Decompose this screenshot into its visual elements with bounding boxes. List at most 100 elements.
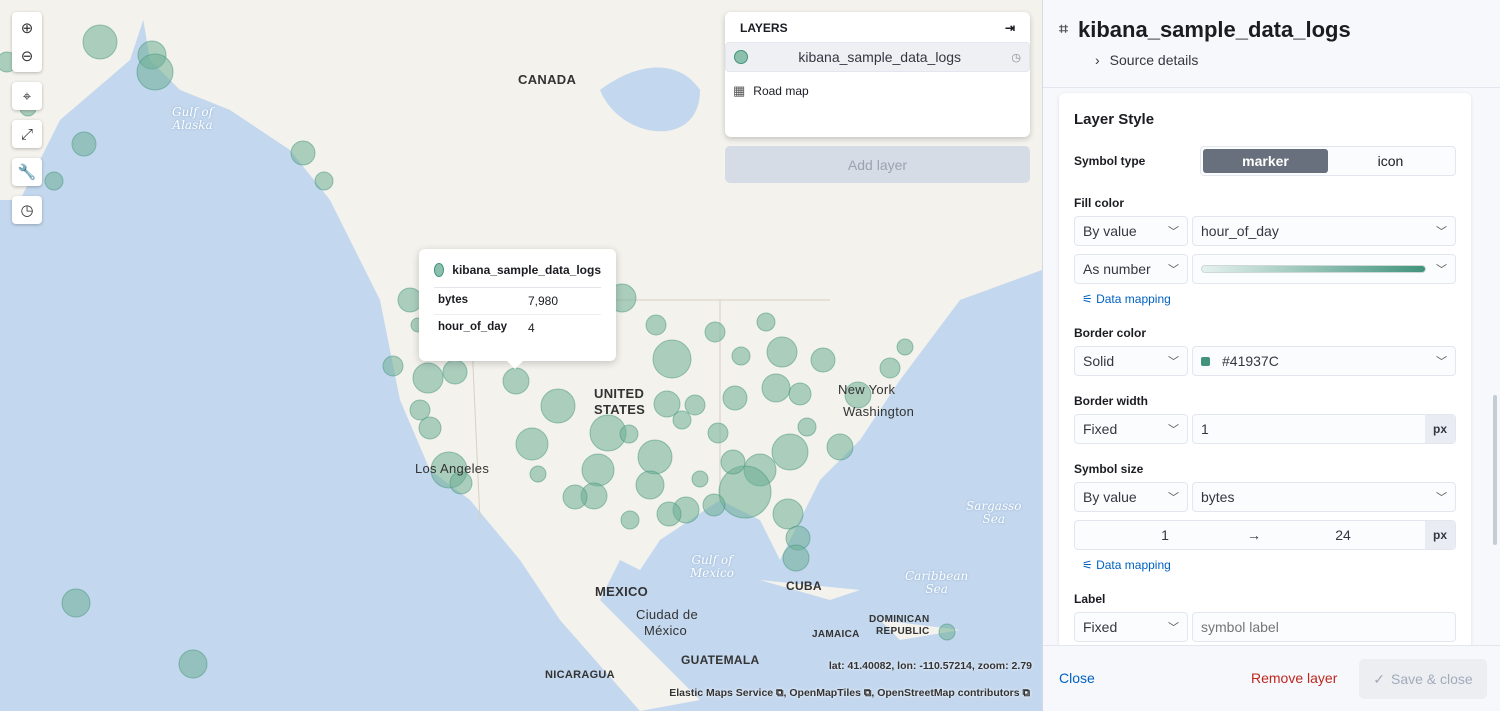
- expand-icon: ⤢: [20, 125, 33, 143]
- map-point[interactable]: [718, 465, 772, 519]
- save-close-button[interactable]: ✓ Save & close: [1359, 659, 1487, 699]
- map-point[interactable]: [879, 357, 901, 379]
- map-point[interactable]: [722, 385, 748, 411]
- select-value: Fixed: [1083, 619, 1118, 635]
- color-ramp-select[interactable]: ﹀: [1192, 254, 1456, 284]
- map-point[interactable]: [71, 131, 97, 157]
- map-point[interactable]: [826, 433, 854, 461]
- layer-item-logs[interactable]: kibana_sample_data_logs ◷: [725, 42, 1030, 72]
- layer-control: LAYERS ⇥ kibana_sample_data_logs ◷ ▦ Road…: [725, 12, 1030, 137]
- map-point[interactable]: [672, 410, 692, 430]
- map-point[interactable]: [761, 373, 791, 403]
- map-point[interactable]: [418, 416, 442, 440]
- symbol-label-input[interactable]: [1192, 612, 1456, 642]
- map-point[interactable]: [645, 314, 667, 336]
- border-width-mode-select[interactable]: Fixed ﹀: [1074, 414, 1188, 444]
- size-min-input[interactable]: 1: [1161, 527, 1169, 543]
- fill-color-mode-select[interactable]: By value ﹀: [1074, 216, 1188, 246]
- map-point[interactable]: [637, 439, 673, 475]
- map-point[interactable]: [442, 359, 468, 385]
- map-point[interactable]: [656, 501, 682, 527]
- border-color-picker[interactable]: #41937C ﹀: [1192, 346, 1456, 376]
- map-point[interactable]: [766, 336, 798, 368]
- label-new-york: New York: [838, 382, 896, 397]
- tools-button[interactable]: 🔧: [12, 158, 42, 186]
- map-point[interactable]: [61, 588, 91, 618]
- map-point[interactable]: [635, 470, 665, 500]
- map-point[interactable]: [136, 53, 174, 91]
- label-mexico: MEXICO: [595, 584, 649, 599]
- map-point[interactable]: [810, 347, 836, 373]
- border-width-input[interactable]: 1 px: [1192, 414, 1456, 444]
- zoom-out-icon[interactable]: ⊖: [20, 48, 34, 65]
- map-canvas[interactable]: ⊕ ⊖ ⌖ ⤢ 🔧 ◷ CANADA UNITED STATES MEXICO C…: [0, 0, 1042, 711]
- map-point[interactable]: [581, 453, 615, 487]
- label-mode-select[interactable]: Fixed ﹀: [1074, 612, 1188, 642]
- label-dominican-2: REPUBLIC: [876, 626, 930, 637]
- map-point[interactable]: [702, 493, 726, 517]
- select-value: By value: [1083, 489, 1137, 505]
- layer-item-road-map[interactable]: ▦ Road map: [725, 72, 1030, 110]
- map-point[interactable]: [756, 312, 776, 332]
- map-point[interactable]: [529, 465, 547, 483]
- map-point[interactable]: [290, 140, 316, 166]
- osm-link[interactable]: OpenStreetMap contributors: [877, 687, 1020, 699]
- omt-link[interactable]: OpenMapTiles: [789, 687, 861, 699]
- map-point[interactable]: [540, 388, 576, 424]
- timeslider-button[interactable]: ◷: [12, 196, 42, 224]
- map-point[interactable]: [620, 510, 640, 530]
- panel-title: kibana_sample_data_logs: [1078, 17, 1351, 42]
- size-max-input[interactable]: 24: [1335, 527, 1351, 543]
- fill-color-type-select[interactable]: As number ﹀: [1074, 254, 1188, 284]
- size-data-mapping-link[interactable]: ⚟ Data mapping: [1082, 558, 1171, 572]
- add-layer-button[interactable]: Add layer: [725, 146, 1030, 183]
- map-point[interactable]: [652, 339, 692, 379]
- fullscreen-button[interactable]: ⤢: [12, 120, 42, 148]
- map-point[interactable]: [896, 338, 914, 356]
- map-point[interactable]: [771, 433, 809, 471]
- map-point[interactable]: [449, 471, 473, 495]
- close-button[interactable]: Close: [1059, 670, 1095, 686]
- ems-link[interactable]: Elastic Maps Service: [669, 687, 774, 699]
- map-point[interactable]: [731, 346, 751, 366]
- remove-layer-button[interactable]: Remove layer: [1251, 670, 1338, 686]
- map-point[interactable]: [704, 321, 726, 343]
- tooltip-layer-name: kibana_sample_data_logs: [452, 263, 601, 277]
- map-point[interactable]: [562, 484, 588, 510]
- select-value: bytes: [1201, 489, 1235, 505]
- map-point[interactable]: [515, 427, 549, 461]
- panel-scrollbar[interactable]: [1493, 395, 1497, 545]
- map-point[interactable]: [707, 422, 729, 444]
- map-point[interactable]: [691, 470, 709, 488]
- map-point[interactable]: [409, 399, 431, 421]
- symbol-icon-option[interactable]: icon: [1377, 153, 1404, 169]
- map-point[interactable]: [44, 171, 64, 191]
- symbol-size-mode-select[interactable]: By value ﹀: [1074, 482, 1188, 512]
- symbol-marker-option[interactable]: marker: [1203, 149, 1328, 173]
- map-point[interactable]: [82, 24, 118, 60]
- map-point[interactable]: [788, 382, 812, 406]
- fill-data-mapping-link[interactable]: ⚟ Data mapping: [1082, 292, 1171, 306]
- select-value: Solid: [1083, 353, 1115, 369]
- map-point[interactable]: [684, 394, 706, 416]
- zoom-in-icon[interactable]: ⊕: [20, 20, 34, 37]
- map-point[interactable]: [502, 367, 530, 395]
- border-color-mode-select[interactable]: Solid ﹀: [1074, 346, 1188, 376]
- map-point[interactable]: [314, 171, 334, 191]
- source-details-toggle[interactable]: › Source details: [1095, 52, 1198, 68]
- collapse-icon[interactable]: ⇥: [1004, 21, 1015, 35]
- map-point[interactable]: [178, 649, 208, 679]
- map-point[interactable]: [412, 362, 444, 394]
- map-point[interactable]: [653, 390, 681, 418]
- map-point[interactable]: [382, 355, 404, 377]
- map-point[interactable]: [772, 498, 804, 530]
- map-point[interactable]: [619, 424, 639, 444]
- map-point[interactable]: [782, 544, 810, 572]
- map-point[interactable]: [797, 417, 817, 437]
- symbol-size-field-select[interactable]: bytes ﹀: [1192, 482, 1456, 512]
- fill-color-field-select[interactable]: hour_of_day ﹀: [1192, 216, 1456, 246]
- map-point[interactable]: [720, 449, 746, 475]
- map-point[interactable]: [844, 381, 872, 409]
- reset-view-button[interactable]: ⌖: [12, 82, 42, 110]
- map-point[interactable]: [938, 623, 956, 641]
